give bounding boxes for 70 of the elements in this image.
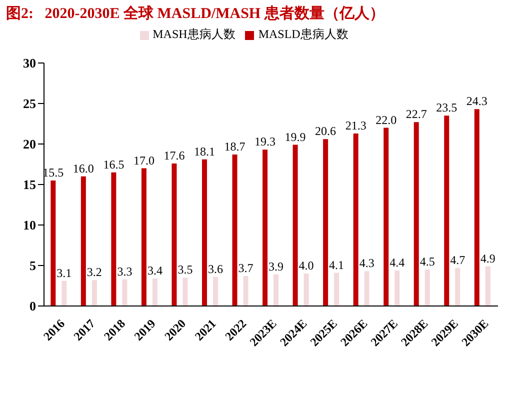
bar (232, 154, 238, 306)
data-label: 17.0 (133, 153, 154, 168)
data-label: 3.4 (147, 263, 162, 278)
data-label: 4.4 (390, 255, 405, 270)
bar (141, 168, 146, 306)
legend-label: MASH患病人数 (152, 27, 236, 41)
bar (202, 159, 207, 306)
bar (485, 266, 490, 306)
bar (394, 270, 400, 306)
data-label: 4.1 (329, 258, 344, 272)
bar (414, 122, 419, 306)
bar (50, 180, 56, 306)
bar (62, 280, 67, 306)
bar (455, 268, 460, 306)
data-label: 22.7 (406, 107, 427, 122)
data-label: 16.5 (103, 157, 124, 172)
bar (172, 163, 177, 306)
bar (444, 116, 450, 306)
data-label: 15.5 (42, 165, 64, 180)
y-tick-label: 20 (23, 136, 36, 152)
legend-label: MASLD患病人数 (258, 27, 348, 41)
data-label: 3.5 (178, 262, 193, 277)
data-label: 19.9 (284, 130, 306, 144)
data-label: 16.0 (72, 161, 94, 176)
data-label: 4.9 (480, 251, 496, 266)
bar (182, 278, 188, 306)
y-tick-label: 0 (30, 298, 36, 314)
bar (474, 109, 480, 306)
bar (424, 270, 430, 306)
data-label: 18.1 (194, 144, 215, 158)
data-label: 3.2 (86, 265, 102, 280)
bar (262, 150, 268, 306)
bar (384, 128, 389, 306)
data-label: 3.3 (117, 264, 132, 278)
y-tick-label: 15 (23, 177, 36, 192)
y-tick-label: 25 (23, 96, 36, 112)
data-label: 4.5 (420, 254, 435, 269)
chart-title: 图2: 2020-2030E 全球 MASLD/MASH 患者数量（亿人） (6, 4, 384, 23)
data-label: 3.6 (208, 262, 223, 276)
data-label: 4.0 (298, 258, 314, 273)
data-label: 19.3 (254, 134, 276, 149)
data-label: 3.1 (56, 266, 72, 280)
bar (323, 139, 328, 306)
data-label: 18.7 (224, 140, 246, 154)
data-label: 23.5 (436, 100, 458, 115)
y-tick-label: 5 (30, 258, 36, 274)
bar (334, 272, 340, 306)
data-label: 17.6 (164, 148, 185, 162)
bar (292, 144, 298, 306)
data-label: 21.3 (345, 118, 366, 132)
data-label: 4.3 (359, 256, 374, 270)
bar (212, 276, 218, 306)
data-label: 3.7 (238, 261, 254, 276)
bar (364, 271, 370, 306)
bar (304, 274, 309, 306)
bar (243, 276, 248, 306)
bar (353, 133, 358, 306)
bar (152, 278, 158, 306)
bar (80, 176, 86, 306)
data-label: 22.0 (376, 112, 397, 127)
data-label: 24.3 (466, 94, 488, 108)
data-label: 4.7 (450, 252, 466, 267)
bar (122, 279, 128, 306)
y-tick-label: 30 (23, 56, 36, 71)
bar (274, 274, 279, 306)
data-label: 20.6 (315, 124, 336, 138)
y-tick-label: 10 (23, 218, 36, 233)
data-label: 3.9 (268, 259, 284, 274)
bar (92, 280, 97, 306)
bar (111, 172, 116, 306)
